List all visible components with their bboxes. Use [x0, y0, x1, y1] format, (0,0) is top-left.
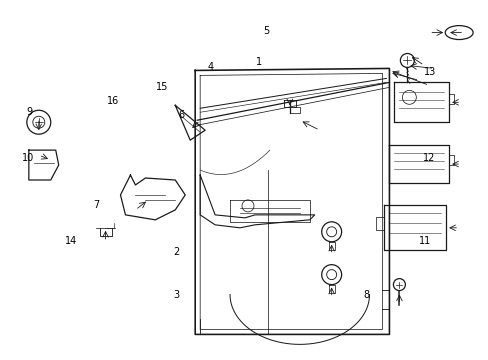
Text: 7: 7: [93, 200, 99, 210]
Text: 16: 16: [107, 96, 119, 106]
Text: 5: 5: [263, 26, 269, 36]
Text: 2: 2: [173, 247, 179, 257]
Text: 12: 12: [423, 153, 435, 163]
Text: 6: 6: [178, 111, 184, 121]
Text: 4: 4: [207, 62, 213, 72]
Text: 3: 3: [173, 290, 179, 300]
Text: 13: 13: [423, 67, 435, 77]
Text: 9: 9: [26, 107, 32, 117]
Text: 10: 10: [21, 153, 34, 163]
Text: 15: 15: [155, 82, 167, 92]
Text: 14: 14: [65, 236, 78, 246]
Text: 1: 1: [256, 57, 262, 67]
Text: 8: 8: [363, 290, 368, 300]
Text: 11: 11: [418, 236, 430, 246]
